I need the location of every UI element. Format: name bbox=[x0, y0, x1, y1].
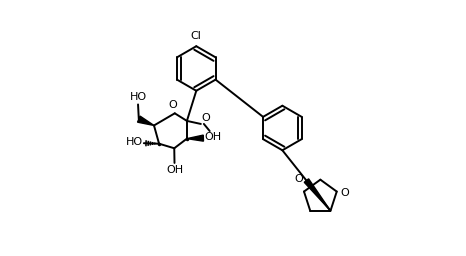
Text: Cl: Cl bbox=[191, 31, 202, 41]
Text: O: O bbox=[294, 174, 302, 184]
Text: HO: HO bbox=[130, 92, 147, 102]
Polygon shape bbox=[304, 179, 330, 211]
Text: O: O bbox=[168, 100, 177, 110]
Text: O: O bbox=[202, 113, 211, 123]
Polygon shape bbox=[137, 116, 154, 125]
Text: HO: HO bbox=[126, 137, 143, 147]
Text: OH: OH bbox=[166, 165, 183, 175]
Text: O: O bbox=[340, 188, 349, 198]
Polygon shape bbox=[187, 135, 204, 141]
Text: OH: OH bbox=[205, 132, 221, 142]
